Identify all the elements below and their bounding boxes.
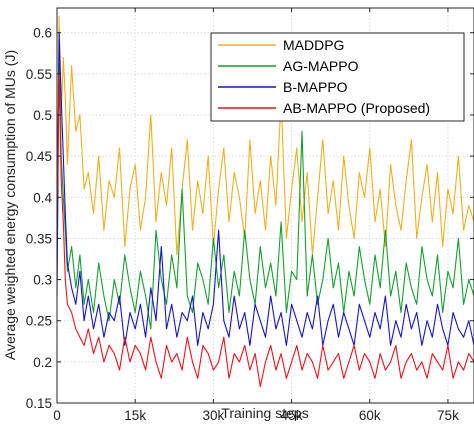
legend-label: AG-MAPPO xyxy=(283,58,359,74)
x-tick-label: 15k xyxy=(124,408,146,423)
series-line-ab-mappo-proposed xyxy=(56,73,474,388)
x-tick-labels: 0 15k 30k 45k 60k 75k xyxy=(53,408,459,423)
legend-box xyxy=(210,32,465,122)
legend-label: AB-MAPPO (Proposed) xyxy=(283,100,430,116)
axis-ticks xyxy=(56,8,474,404)
y-tick-label: 0.55 xyxy=(26,67,52,82)
y-tick-label: 0.25 xyxy=(26,314,52,329)
y-tick-label: 0.45 xyxy=(26,149,52,164)
x-tick-label: 75k xyxy=(437,408,459,423)
series-lines xyxy=(56,15,474,388)
legend: MADDPG AG-MAPPO B-MAPPO AB-MAPPO (Proposed) xyxy=(210,32,465,122)
y-tick-label: 0.3 xyxy=(33,273,52,288)
x-tick-label: 60k xyxy=(359,408,381,423)
y-axis-title: Average weighted energy consumption of M… xyxy=(2,50,18,360)
plot-frame xyxy=(56,7,474,404)
y-tick-label: 0.6 xyxy=(33,26,52,41)
legend-label: MADDPG xyxy=(283,37,344,53)
y-tick-label: 0.2 xyxy=(33,355,52,370)
x-tick-label: 30k xyxy=(202,408,224,423)
x-tick-label: 0 xyxy=(53,408,61,423)
y-tick-label: 0.4 xyxy=(33,190,52,205)
legend-label: B-MAPPO xyxy=(283,79,348,95)
y-tick-label: 0.5 xyxy=(33,108,52,123)
y-tick-label: 0.15 xyxy=(26,396,52,411)
y-tick-label: 0.35 xyxy=(26,231,52,246)
series-line-maddpg xyxy=(56,15,474,256)
x-axis-title: Training steps xyxy=(221,405,308,421)
x-tick-label: 45k xyxy=(281,408,303,423)
series-line-b-mappo xyxy=(56,32,474,346)
y-tick-labels: 0.15 0.2 0.25 0.3 0.35 0.4 0.45 0.5 0.55 0.6 xyxy=(26,26,53,411)
